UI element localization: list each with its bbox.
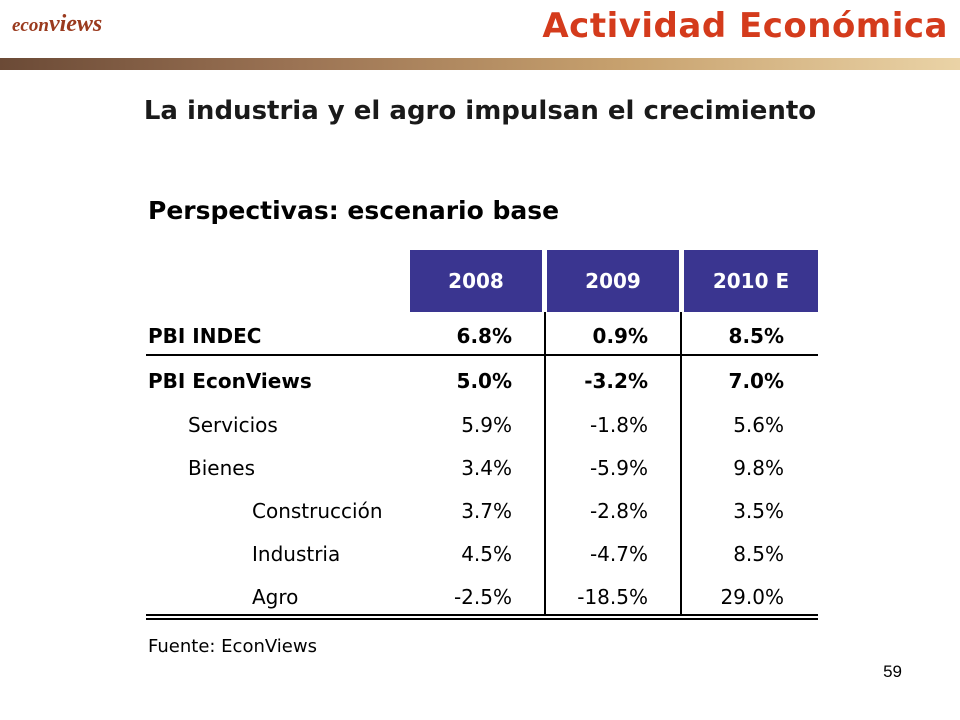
cell-2010: 29.0% xyxy=(720,585,784,609)
row-label: Bienes xyxy=(188,456,255,480)
cell-2008: 5.9% xyxy=(461,413,512,437)
cell-2008: 3.7% xyxy=(461,499,512,523)
column-header-2010: 2010 E xyxy=(684,250,818,312)
logo-suffix: views xyxy=(48,11,103,37)
table-row: PBI EconViews 5.0% -3.2% 7.0% xyxy=(146,360,818,403)
cell-2008: 4.5% xyxy=(461,542,512,566)
row-label: Construcción xyxy=(252,499,383,523)
cell-2009: -18.5% xyxy=(577,585,648,609)
column-header-2008: 2008 xyxy=(410,250,542,312)
row-label: Servicios xyxy=(188,413,278,437)
table-row: Bienes 3.4% -5.9% 9.8% xyxy=(146,447,818,490)
cell-2009: -5.9% xyxy=(589,456,648,480)
table-bottom-border xyxy=(146,614,818,616)
logo-prefix: econ xyxy=(12,15,49,36)
cell-2009: -1.8% xyxy=(589,413,648,437)
table-row: Agro -2.5% -18.5% 29.0% xyxy=(146,576,818,619)
table-title: Perspectivas: escenario base xyxy=(148,196,560,225)
cell-2009: -3.2% xyxy=(584,369,648,393)
cell-2008: -2.5% xyxy=(453,585,512,609)
table-row: PBI INDEC 6.8% 0.9% 8.5% xyxy=(146,315,818,358)
cell-2010: 8.5% xyxy=(733,542,784,566)
row-label: PBI INDEC xyxy=(148,324,262,348)
table-row: Servicios 5.9% -1.8% 5.6% xyxy=(146,404,818,447)
econviews-logo: econviews xyxy=(12,12,102,36)
cell-2010: 5.6% xyxy=(733,413,784,437)
source-note: Fuente: EconViews xyxy=(148,636,317,657)
column-divider xyxy=(544,312,546,615)
cell-2010: 3.5% xyxy=(733,499,784,523)
cell-2008: 6.8% xyxy=(456,324,512,348)
cell-2009: 0.9% xyxy=(592,324,648,348)
cell-2009: -4.7% xyxy=(589,542,648,566)
row-label: Industria xyxy=(252,542,341,566)
cell-2008: 3.4% xyxy=(461,456,512,480)
column-divider xyxy=(680,312,682,615)
table-bottom-border xyxy=(146,618,818,620)
cell-2009: -2.8% xyxy=(589,499,648,523)
row-label: PBI EconViews xyxy=(148,369,312,393)
section-title: Actividad Económica xyxy=(542,6,948,46)
header-divider-bar xyxy=(0,58,960,70)
cell-2010: 9.8% xyxy=(733,456,784,480)
row-divider xyxy=(146,354,818,356)
cell-2010: 8.5% xyxy=(728,324,784,348)
table-row: Industria 4.5% -4.7% 8.5% xyxy=(146,533,818,576)
page-number: 59 xyxy=(883,662,902,681)
slide-title: La industria y el agro impulsan el creci… xyxy=(143,96,817,126)
cell-2010: 7.0% xyxy=(728,369,784,393)
column-header-2009: 2009 xyxy=(547,250,679,312)
row-label: Agro xyxy=(252,585,299,609)
table-row: Construcción 3.7% -2.8% 3.5% xyxy=(146,490,818,533)
cell-2008: 5.0% xyxy=(456,369,512,393)
